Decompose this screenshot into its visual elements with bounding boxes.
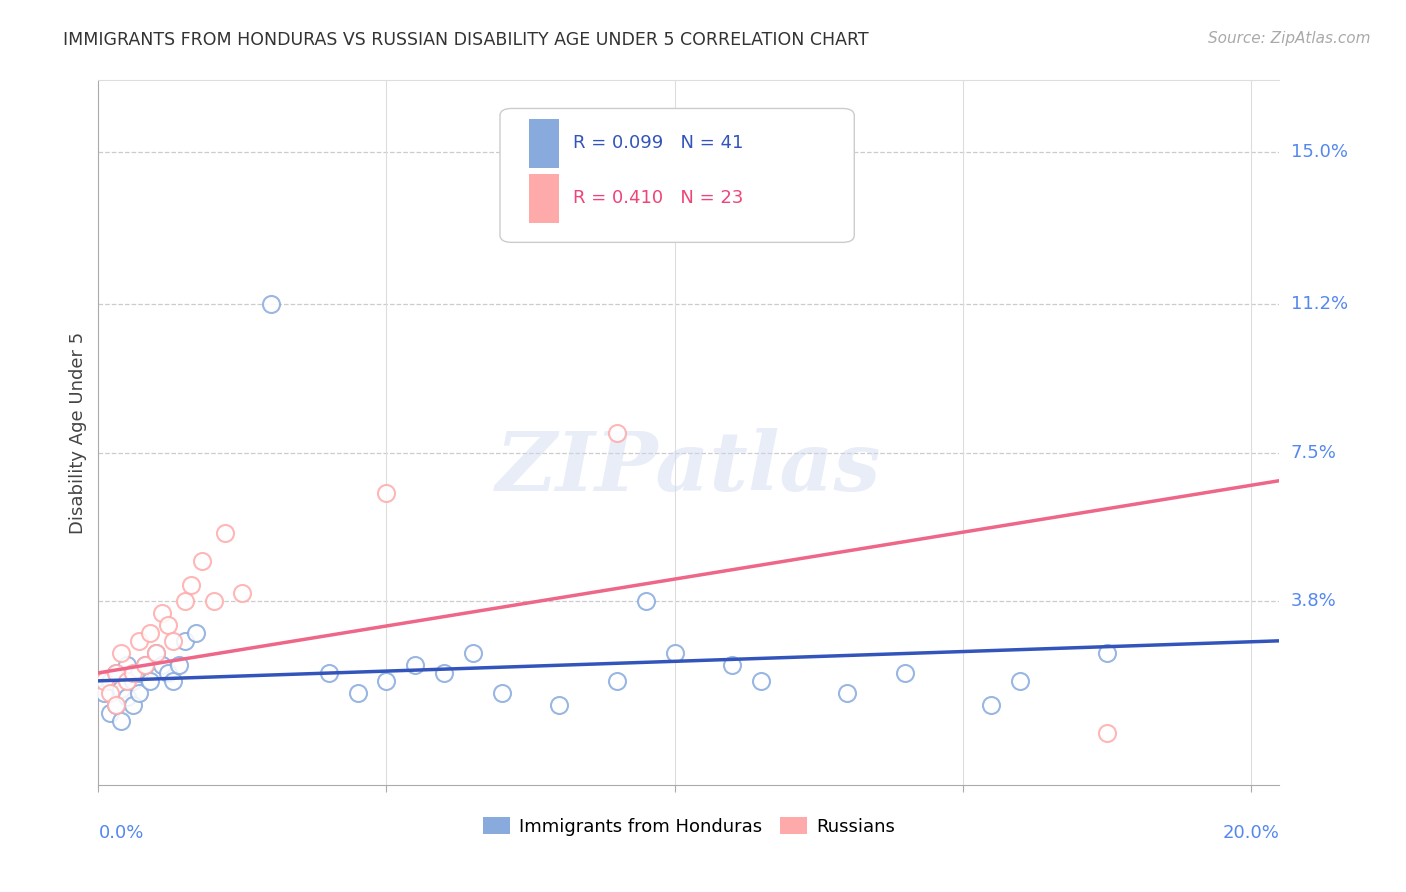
Point [104, 665, 127, 680]
Point [894, 665, 917, 680]
Point [173, 633, 195, 648]
Text: 7.5%: 7.5% [1291, 443, 1337, 462]
Point [128, 633, 150, 648]
Point [461, 646, 484, 660]
Point [98, 706, 121, 720]
Point [231, 586, 253, 600]
Point [1095, 646, 1118, 660]
Point [837, 686, 859, 700]
Point [122, 673, 145, 688]
Text: IMMIGRANTS FROM HONDURAS VS RUSSIAN DISABILITY AGE UNDER 5 CORRELATION CHART: IMMIGRANTS FROM HONDURAS VS RUSSIAN DISA… [63, 31, 869, 49]
Point [167, 657, 190, 672]
Text: R = 0.099   N = 41: R = 0.099 N = 41 [574, 135, 744, 153]
Point [128, 686, 150, 700]
Point [191, 554, 214, 568]
Point [150, 657, 173, 672]
Point [375, 673, 398, 688]
Point [156, 617, 179, 632]
Point [139, 625, 162, 640]
Point [122, 698, 145, 712]
Point [260, 297, 283, 311]
Point [115, 673, 138, 688]
Point [634, 594, 657, 608]
Point [664, 646, 686, 660]
Point [180, 578, 202, 592]
Point [110, 681, 132, 696]
Point [162, 633, 184, 648]
Text: ZIPatlas: ZIPatlas [496, 428, 882, 508]
Point [156, 665, 179, 680]
Point [110, 646, 132, 660]
Point [721, 657, 744, 672]
Point [115, 690, 138, 704]
Point [104, 698, 127, 712]
Point [375, 485, 398, 500]
Point [1010, 673, 1032, 688]
Point [145, 646, 167, 660]
Point [606, 425, 628, 440]
Point [202, 594, 225, 608]
Point [173, 594, 195, 608]
Text: 15.0%: 15.0% [1291, 144, 1347, 161]
Text: R = 0.410   N = 23: R = 0.410 N = 23 [574, 189, 744, 207]
Point [404, 657, 426, 672]
Legend: Immigrants from Honduras, Russians: Immigrants from Honduras, Russians [475, 810, 903, 843]
Point [162, 673, 184, 688]
Point [104, 698, 127, 712]
Point [150, 606, 173, 620]
Point [115, 657, 138, 672]
Point [548, 698, 571, 712]
Bar [530, 174, 560, 223]
Point [98, 673, 121, 688]
Point [749, 673, 772, 688]
Point [134, 657, 156, 672]
Point [214, 525, 236, 540]
Point [128, 665, 150, 680]
Point [134, 657, 156, 672]
FancyBboxPatch shape [501, 109, 855, 243]
Point [122, 665, 145, 680]
Point [98, 686, 121, 700]
Point [346, 686, 368, 700]
Text: 3.8%: 3.8% [1291, 591, 1336, 610]
Y-axis label: Disability Age Under 5: Disability Age Under 5 [69, 332, 87, 533]
Text: 11.2%: 11.2% [1291, 295, 1348, 313]
Point [110, 714, 132, 728]
Point [104, 665, 127, 680]
Text: 20.0%: 20.0% [1223, 824, 1279, 842]
Point [145, 646, 167, 660]
Point [1095, 726, 1118, 740]
Point [606, 673, 628, 688]
Text: 0.0%: 0.0% [98, 824, 143, 842]
Point [93, 686, 115, 700]
Point [93, 673, 115, 688]
Point [186, 625, 208, 640]
Point [139, 673, 162, 688]
Point [491, 686, 513, 700]
Point [433, 665, 456, 680]
Bar [530, 119, 560, 168]
Point [980, 698, 1002, 712]
Point [318, 665, 340, 680]
Text: Source: ZipAtlas.com: Source: ZipAtlas.com [1208, 31, 1371, 46]
